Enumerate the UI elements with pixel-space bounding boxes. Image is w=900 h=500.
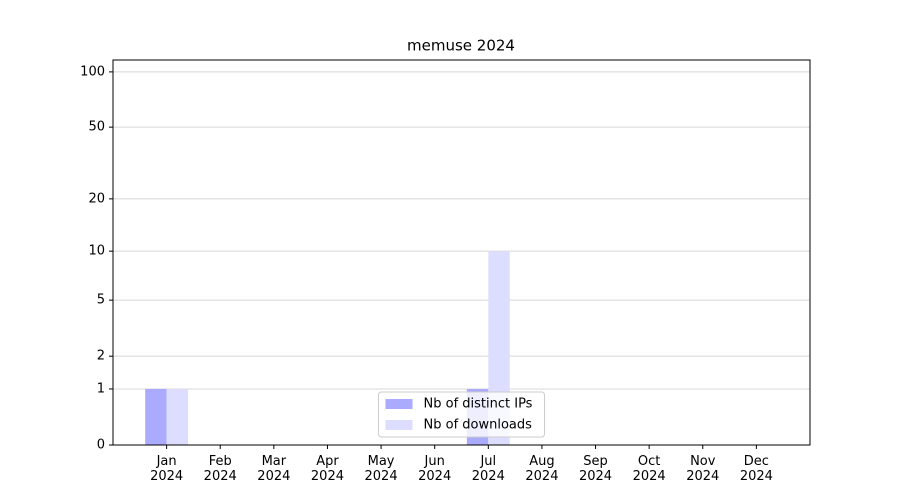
chart-title: memuse 2024 (407, 37, 515, 55)
bar (145, 388, 167, 445)
y-tick-label: 10 (88, 244, 105, 259)
x-tick-label: Jul 2024 (471, 454, 505, 484)
y-tick-label: 5 (97, 293, 105, 308)
legend: Nb of distinct IPs Nb of downloads (378, 391, 545, 438)
x-tick-label: Dec 2024 (739, 454, 773, 484)
y-tick-label: 1 (97, 381, 105, 396)
legend-swatch (385, 399, 413, 409)
y-tick-label: 2 (97, 349, 105, 364)
x-tick-label: Sep 2024 (578, 454, 613, 484)
legend-label: Nb of distinct IPs (424, 397, 533, 412)
x-tick-label: Aug 2024 (525, 454, 559, 484)
x-tick-label: Feb 2024 (203, 454, 237, 484)
y-tick-label: 0 (97, 438, 105, 453)
x-tick-label: May 2024 (364, 454, 398, 484)
bar (166, 388, 189, 445)
plot-frame (112, 59, 811, 446)
legend-swatch (385, 420, 413, 430)
x-tick-label: Jun 2024 (418, 454, 452, 484)
x-tick-label: Oct 2024 (632, 454, 666, 484)
x-tick-label: Apr 2024 (310, 454, 344, 484)
legend-label: Nb of downloads (424, 418, 533, 433)
x-tick-label: Jan 2024 (150, 454, 184, 484)
x-tick-label: Mar 2024 (257, 454, 291, 484)
y-tick-label: 20 (88, 191, 105, 206)
y-tick-label: 50 (88, 120, 105, 135)
legend-frame (378, 391, 545, 438)
y-tick-label: 100 (80, 64, 105, 79)
x-tick-label: Nov 2024 (686, 454, 720, 484)
